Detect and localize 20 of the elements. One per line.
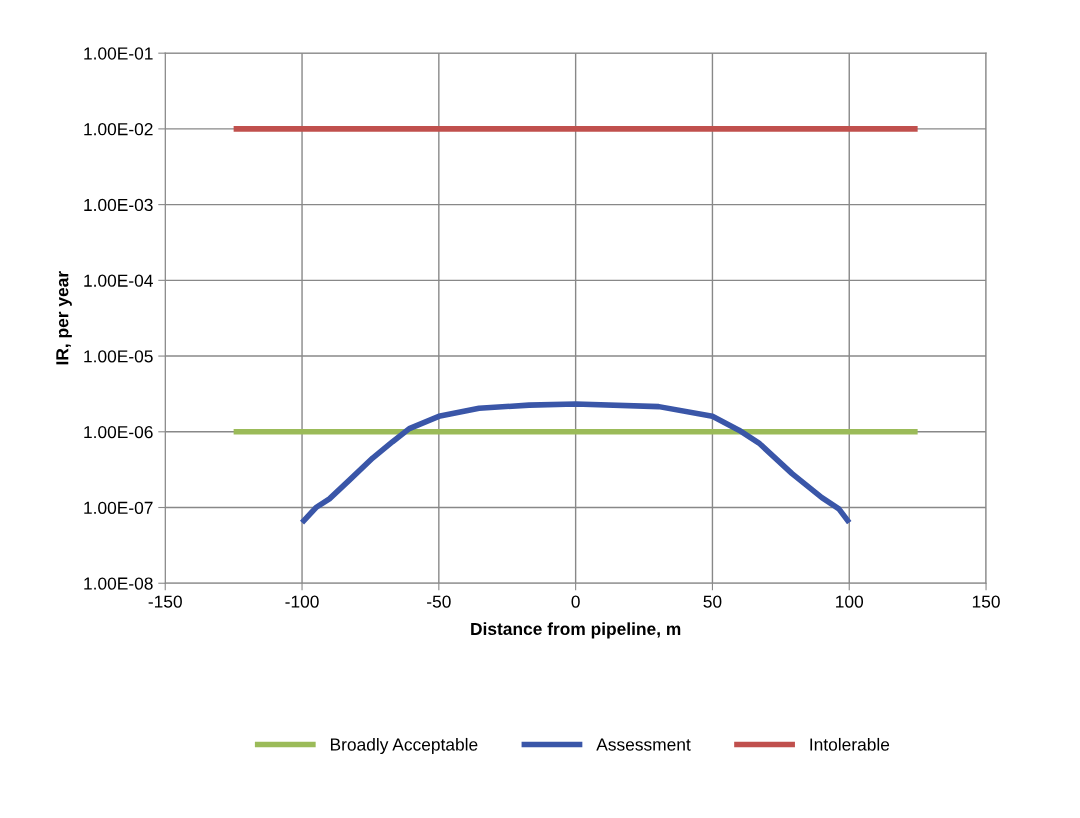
legend-label: Broadly Acceptable xyxy=(330,737,478,755)
y-tick-label: 1.00E-07 xyxy=(84,501,153,514)
y-tick-label: 1.00E-06 xyxy=(84,425,153,439)
legend-label: Intolerable xyxy=(810,737,890,751)
x-tick-label: -50 xyxy=(427,595,451,608)
y-tick-label: 1.00E-08 xyxy=(84,577,153,590)
y-tick-label: 1.00E-04 xyxy=(84,274,153,287)
y-tick-label: 1.00E-05 xyxy=(84,350,153,363)
x-tick-label: 150 xyxy=(972,595,1000,608)
x-axis-title: Distance from pipeline, m xyxy=(471,622,681,639)
x-tick-label: -100 xyxy=(285,595,319,608)
y-tick-label: 1.00E-01 xyxy=(84,47,153,60)
y-axis-title: IR, per year xyxy=(56,271,72,365)
x-tick-label: 0 xyxy=(571,595,580,608)
x-tick-label: 100 xyxy=(836,595,864,608)
y-tick-label: 1.00E-03 xyxy=(84,198,153,212)
legend-label: Assessment xyxy=(596,738,691,751)
x-tick-label: 50 xyxy=(703,595,722,608)
y-tick-label: 1.00E-02 xyxy=(84,123,153,136)
x-tick-label: -150 xyxy=(148,595,182,608)
